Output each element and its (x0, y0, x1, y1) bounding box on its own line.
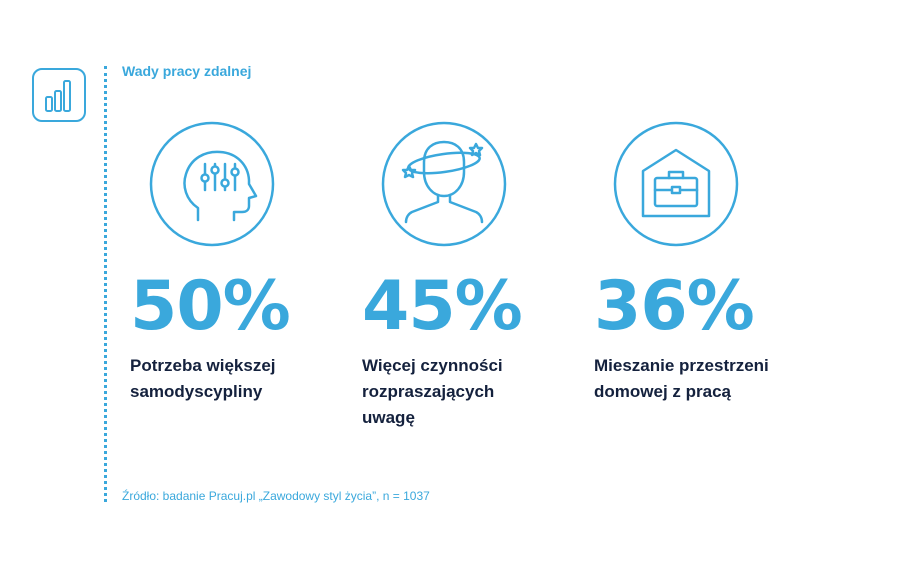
source-note: Źródło: badanie Pracuj.pl „Zawodowy styl… (122, 489, 430, 503)
dotted-divider (104, 66, 107, 502)
dizzy-person-icon (381, 121, 507, 247)
stat-label: Mieszanie przestrzeni domowej z pracą (594, 356, 769, 401)
stat-label: Potrzeba większej samodyscypliny (130, 356, 276, 401)
logo-bar-chart-icon (32, 68, 86, 122)
bar-chart-icon (45, 80, 71, 112)
chart-title: Wady pracy zdalnej (122, 63, 252, 79)
stat-value: 50% (130, 267, 291, 346)
stat-item-1: 50% Potrzeba większej samodyscypliny (130, 120, 360, 405)
house-briefcase-icon (613, 121, 739, 247)
stat-value: 36% (594, 267, 755, 346)
head-sliders-icon (149, 121, 275, 247)
stat-item-3: 36% Mieszanie przestrzeni domowej z pracą (594, 120, 824, 405)
stat-label: Więcej czynności rozpraszających uwagę (362, 356, 503, 427)
stat-value: 45% (362, 267, 523, 346)
stat-item-2: 45% Więcej czynności rozpraszających uwagę (362, 120, 592, 431)
